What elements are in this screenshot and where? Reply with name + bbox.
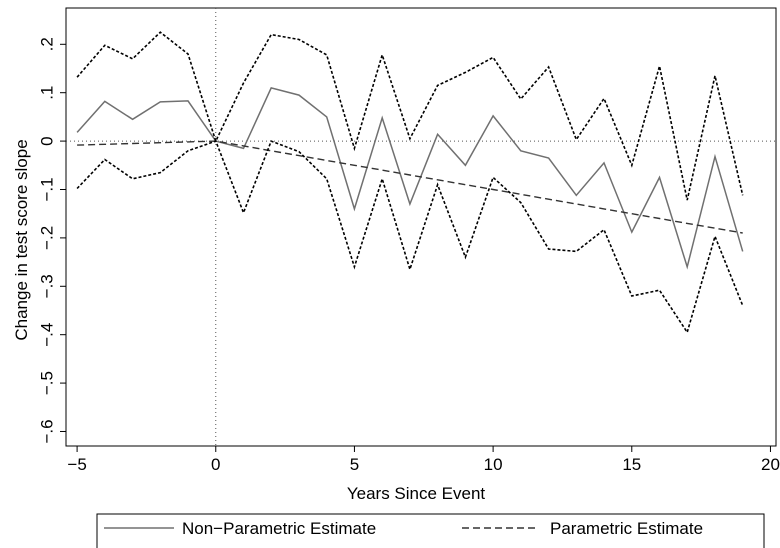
x-tick-label: 15: [622, 455, 641, 474]
x-tick-label: 5: [350, 455, 359, 474]
y-tick-label: −.3: [38, 274, 57, 298]
y-tick-label: −.1: [38, 177, 57, 201]
y-tick-label: .2: [38, 37, 57, 51]
y-tick-label: 0: [38, 136, 57, 145]
series-layer: [76, 31, 744, 335]
series-line-parametric: [77, 140, 743, 234]
legend-box: [96, 513, 765, 548]
x-tick-label: 0: [211, 455, 220, 474]
y-tick-label: −.4: [38, 323, 57, 347]
y-tick-label: .1: [37, 86, 56, 100]
reference-lines: [66, 8, 776, 446]
x-tick-label: 20: [761, 455, 780, 474]
plot-frame: [65, 7, 777, 447]
y-tick-label: −.6: [38, 419, 57, 443]
y-tick-label: −.5: [38, 371, 57, 395]
axes: [65, 7, 777, 447]
y-axis-label: Change in test score slope: [12, 139, 31, 340]
x-tick-label: −5: [67, 455, 86, 474]
x-tick-label: 10: [484, 455, 503, 474]
ci-lower-line: [76, 140, 744, 335]
legend: Non−Parametric Estimate Parametric Estima…: [96, 513, 765, 548]
tick-labels: −5 0 5 10 15 20 .2 .1 0 −.1 −.2 −.3 −.4 −.5 −.6: [37, 37, 779, 474]
legend-label: Parametric Estimate: [550, 519, 703, 538]
series-line-nonparametric: [76, 87, 744, 270]
x-axis-label: Years Since Event: [347, 484, 486, 503]
legend-label: Non−Parametric Estimate: [182, 519, 376, 538]
y-tick-label: −.2: [38, 226, 57, 250]
ci-upper-line: [76, 31, 744, 201]
